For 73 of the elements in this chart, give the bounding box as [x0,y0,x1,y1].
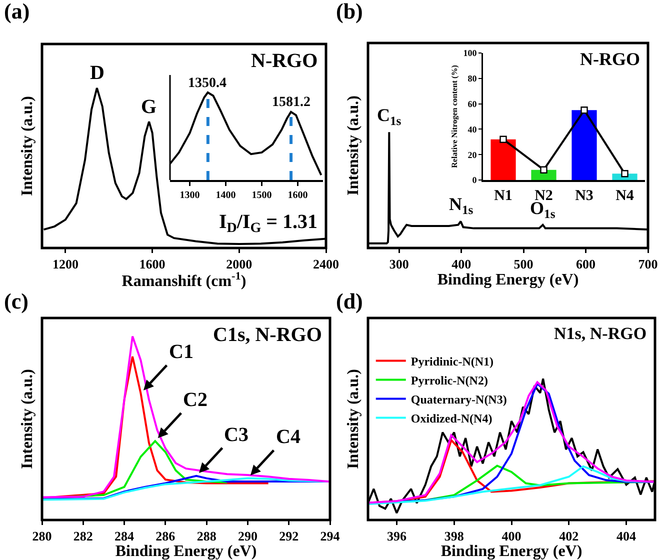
annotation: C2 [183,389,208,411]
x-tick-label: 1600 [288,190,308,201]
y-axis-title: Intensity (a.u.) [18,368,36,470]
x-tick-label: 1500 [252,190,272,201]
x-tick-label: 402 [559,528,579,544]
y-tick-label: 20 [468,150,478,160]
ref-line-label: 1581.2 [272,95,310,110]
annotation: G [141,96,157,118]
chart-title: (b) [336,0,363,24]
x-axis-title: Binding Energy (eV) [115,543,257,560]
x-tick-label: 284 [114,528,135,544]
legend-label: Pyrrolic-N(N2) [410,373,488,388]
annotation: C3 [224,424,248,446]
point [621,170,628,178]
x-tick-label: N4 [616,188,634,204]
x-tick-label: 292 [279,528,299,544]
y-axis-title: Intensity (a.u.) [344,368,362,470]
x-tick-label: 1600 [139,256,166,272]
chart-title: (a) [4,0,30,24]
x-tick-label: 282 [73,528,93,544]
y-tick-label: 60 [468,98,478,109]
x-axis-title: Binding Energy (eV) [440,543,582,560]
y-tick-label: 0 [472,175,478,186]
point [500,136,507,143]
x-tick-label: N3 [575,188,594,204]
annotation: D [90,62,104,84]
x-tick-label: 294 [320,528,340,544]
annotation: C4 [276,426,300,448]
x-tick-label: 288 [196,528,217,544]
annotation: C$_{1s}$ [377,105,402,128]
x-tick-label: 2400 [313,256,339,272]
x-tick-label: 700 [638,256,658,272]
y-axis-title: Relative Nitrogen content (%) [450,64,460,168]
x-axis-title: Ramanshift (cm$^{-1}$) [122,270,246,290]
x-tick-label: 280 [32,528,52,544]
x-tick-label: 396 [386,528,407,544]
text: N1s, N-RGO [554,324,647,343]
x-tick-label: 300 [389,256,409,272]
x-tick-label: 500 [514,256,534,272]
y-axis-title: Intensity (a.u.) [344,95,362,196]
bar [572,110,597,180]
annotation: N$_{1s}$ [449,194,474,217]
x-tick-label: 1400 [216,190,236,201]
x-tick-label: 2000 [226,256,252,272]
annotation: N-RGO [580,49,640,69]
x-tick-label: 400 [502,528,522,544]
annotation: C1s, N-RGO [213,324,322,346]
annotation: C1 [169,341,194,363]
x-tick-label: 400 [452,256,472,272]
annotation: I$_{D}$/I$_{G}$ = 1.31 [219,211,318,236]
point [580,106,588,114]
x-tick-label: 1300 [180,190,200,201]
y-tick-label: 40 [468,124,478,134]
chart-title: (c) [4,288,28,314]
bar [490,139,516,180]
legend-label: Pyridinic-N(N1) [410,354,494,368]
x-tick-label: 286 [156,528,176,544]
x-tick-label: 1200 [52,256,78,272]
chart-title: (d) [336,288,363,314]
x-axis-title: Binding Energy (eV) [437,272,579,289]
x-tick-label: 600 [576,256,596,272]
text: N-RGO [251,50,318,72]
y-tick-label: 100 [463,48,478,58]
legend-label: Quaternary-N(N3) [410,392,507,406]
x-tick-label: N1 [494,188,512,204]
x-tick-label: 404 [616,528,637,544]
point [540,166,548,174]
y-axis-title: Intensity (a.u.) [18,96,36,196]
y-tick-label: 80 [468,74,478,84]
x-tick-label: 290 [238,528,258,544]
legend-label: Oxidized-N(N4) [410,411,492,426]
ref-line-label: 1350.4 [188,76,226,91]
x-tick-label: 398 [444,528,464,544]
